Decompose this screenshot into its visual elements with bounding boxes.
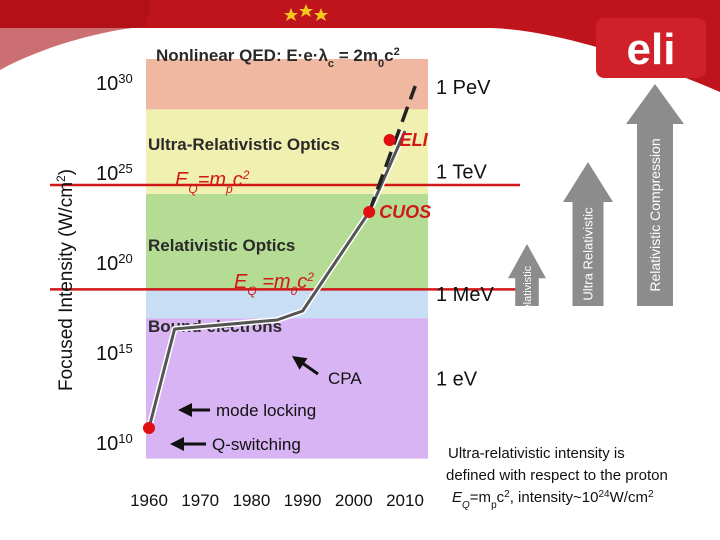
star-icon [284,8,298,21]
threshold-label: EQ =m0c2 [234,270,314,298]
banner-strip [146,16,490,28]
regime-arrows: Relativistic Ultra Relativistic Relativist… [508,84,684,318]
logo-text: eli [627,25,676,74]
y-tick-label: 1015 [96,341,133,366]
note-line-3: EQ=mpc2, intensity~1024W/cm2 [452,489,654,511]
point-label-cuos: CUOS [379,202,431,222]
facility-points: ELI CUOS [143,130,431,434]
threshold-label: EQ=mpc2 [175,168,250,196]
curve-projection [367,85,417,213]
point-label-eli: ELI [400,130,429,150]
technique-annotations: CPA mode locking Q-switching [170,356,362,454]
annotation-label: CPA [328,369,362,388]
regime-arrow-label: Relativistic [522,265,534,318]
x-tick-label: 2000 [335,491,373,510]
start-point [143,422,155,434]
energy-label: 1 PeV [436,77,491,99]
y-tick-labels: 1030 1025 1020 1015 1010 [96,71,133,456]
energy-label: 1 MeV [436,284,494,306]
x-tick-labels: 1960 1970 1980 1990 2000 2010 [130,491,424,510]
x-tick-label: 1960 [130,491,168,510]
star-icon [314,8,328,21]
regime-arrow-icon [508,244,546,306]
note-line-2: defined with respect to the proton [446,467,668,484]
eli-logo: eli [596,18,706,78]
banner-map-shape [0,0,150,70]
x-tick-label: 1980 [232,491,270,510]
star-icon [299,4,313,17]
region-band [146,59,428,110]
y-tick-label: 1030 [96,71,133,96]
arrow-head-icon [170,437,184,451]
threshold-lines [50,183,520,291]
note-line-1: Ultra-relativistic intensity is [448,445,625,462]
regime-arrow-icon [563,162,613,306]
point-cuos [363,206,376,218]
chart-top-gap [146,28,490,34]
energy-label: 1 eV [436,369,478,391]
header-banner: eli [0,0,720,92]
y-tick-label: 1010 [96,431,133,456]
energy-labels: 1 PeV 1 TeV 1 MeV 1 eV [436,77,494,391]
annotation-label: Q-switching [212,435,301,454]
arrow-head-icon [292,356,308,370]
region-label-relativistic: Relativistic Optics [148,236,295,255]
region-label-qed: Nonlinear QED: E·e·λc = 2m0c2 [156,46,400,70]
intensity-regions [146,59,428,459]
region-label-ultra-relativistic: Ultra-Relativistic Optics [148,135,340,154]
eu-stars [284,4,328,21]
x-tick-label: 2010 [386,491,424,510]
x-tick-label: 1970 [181,491,219,510]
intensity-curve [146,85,417,429]
point-eli [383,134,396,146]
y-axis-label: Focused Intensity (W/cm2) [54,169,77,391]
y-tick-label: 1020 [96,251,133,276]
energy-label: 1 TeV [436,162,487,184]
region-band [146,318,428,459]
logo-badge [596,18,706,78]
region-band [146,194,428,290]
intensity-chart: Nonlinear QED: E·e·λc = 2m0c2 Ultra-Relat… [50,46,520,510]
arrow-head-icon [178,403,192,417]
regime-arrow-icon [626,84,684,306]
annotation-label: mode locking [216,401,316,420]
regime-arrow-label: Ultra Relativistic [581,207,596,301]
x-tick-label: 1990 [284,491,322,510]
intensity-note: Ultra-relativistic intensity is defined … [446,445,668,511]
y-tick-label: 1025 [96,161,133,186]
regime-arrow-label: Relativistic Compression [647,138,663,291]
